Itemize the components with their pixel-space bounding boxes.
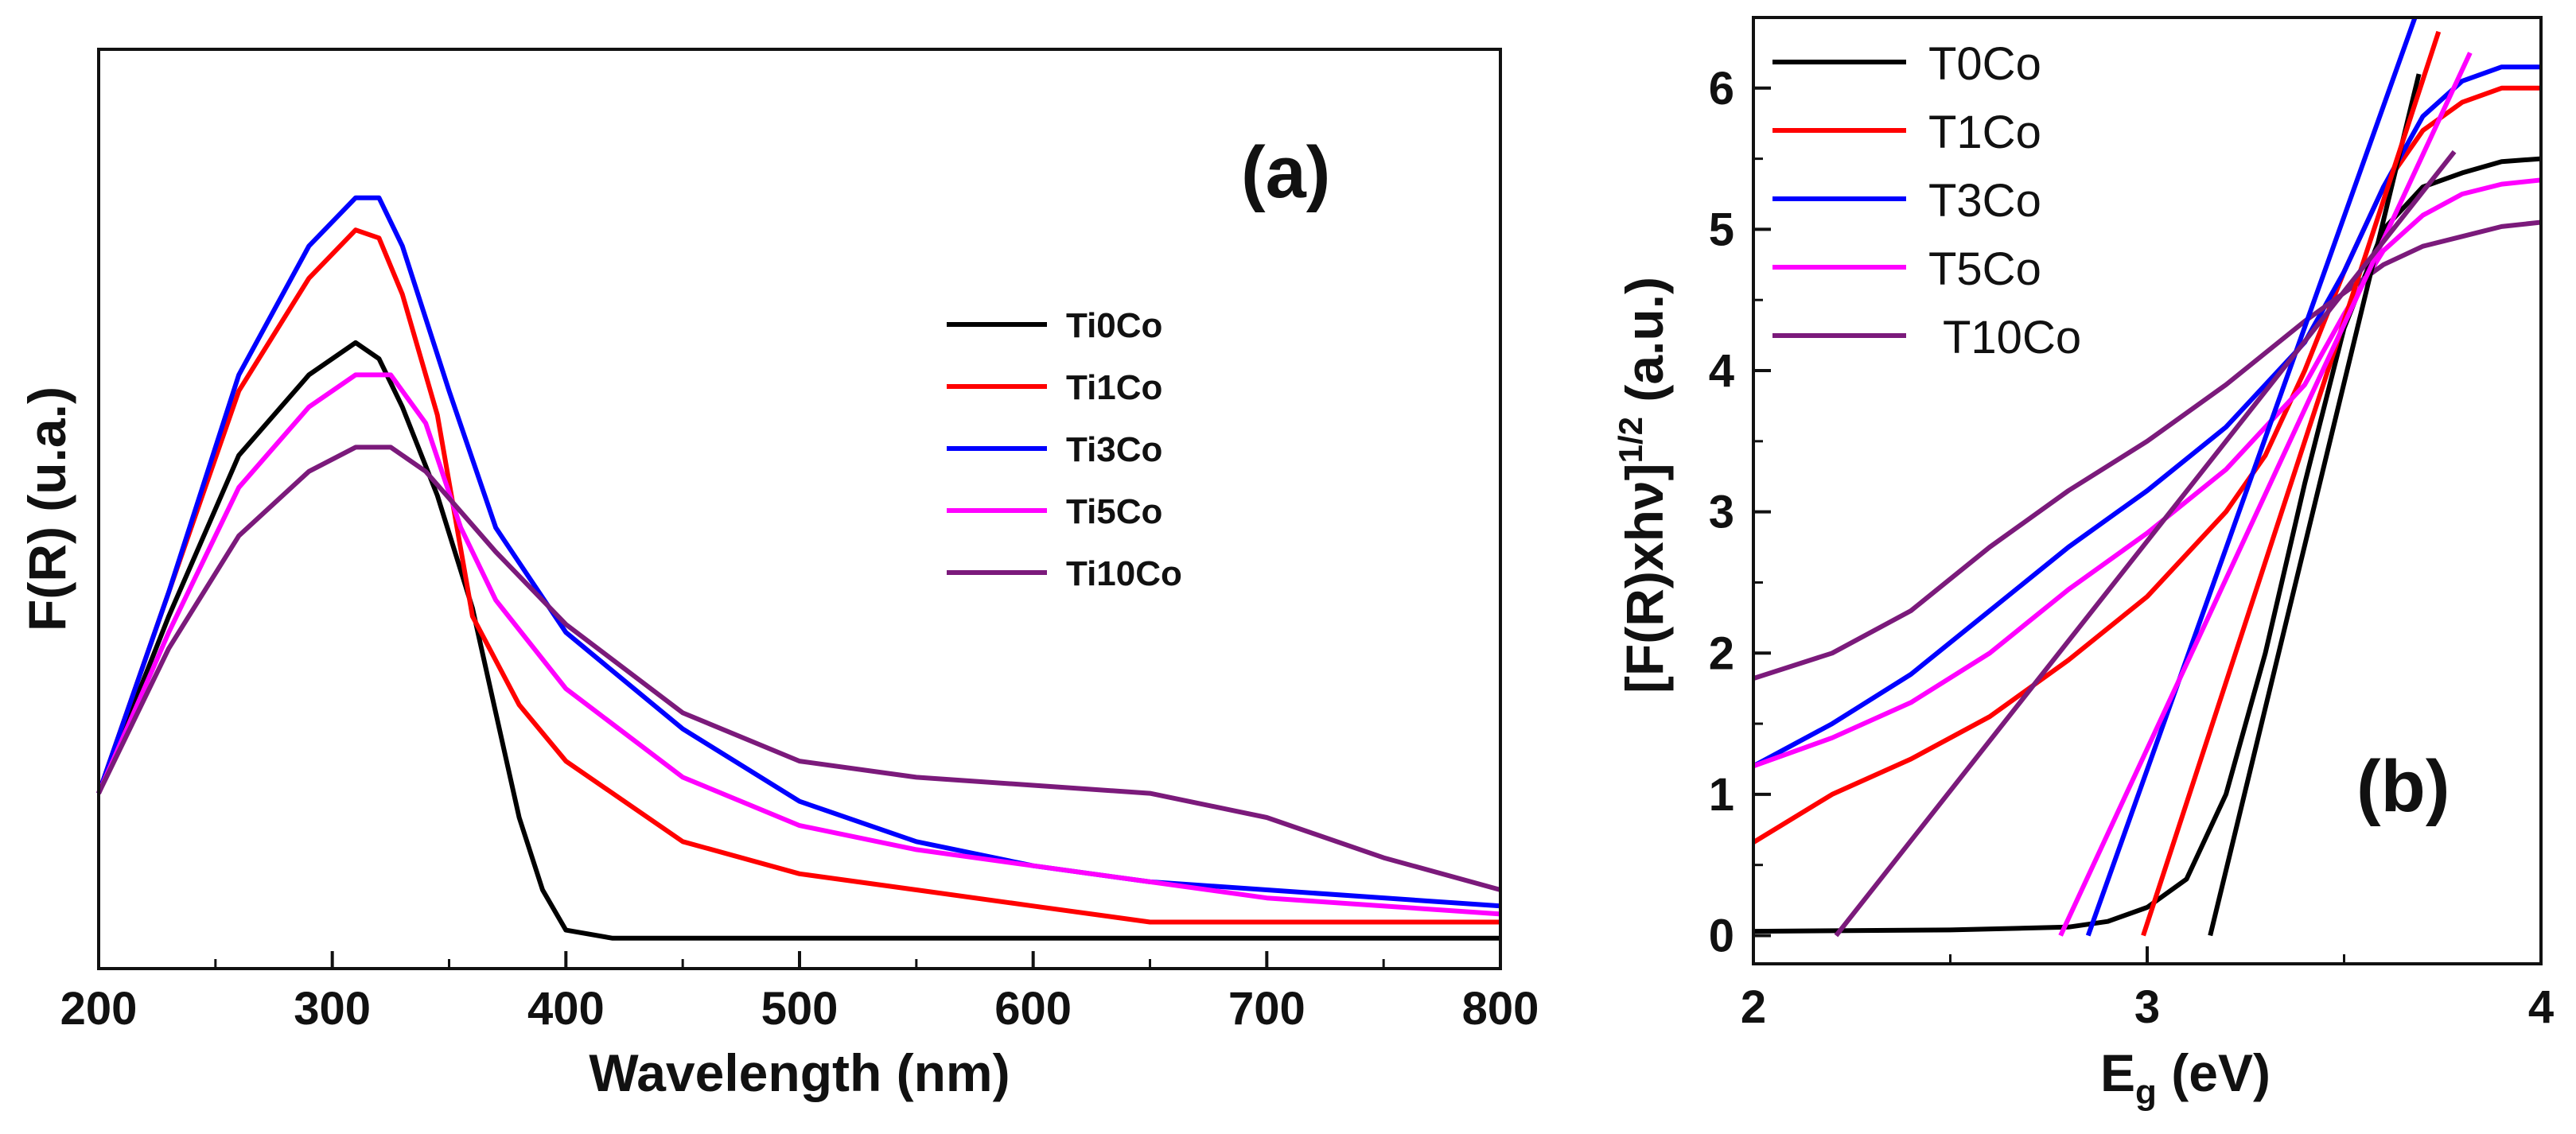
y-tick-label: 0 (1709, 910, 1734, 961)
legend-label-t3co: T3Co (1928, 175, 2041, 227)
fit-line-t5co-fit (2058, 52, 2473, 937)
legend-label-ti1co: Ti1Co (1066, 368, 1162, 407)
legend-label-ti3co: Ti3Co (1066, 430, 1162, 469)
x-label-main: E (2100, 1043, 2135, 1102)
y-label-main: [F(R)xhν] (1615, 463, 1674, 693)
x-label-subscript: g (2135, 1073, 2157, 1112)
x-tick-label: 700 (1228, 983, 1306, 1035)
legend-label-ti5co: Ti5Co (1066, 492, 1162, 531)
legend-label-t0co: T0Co (1928, 38, 2041, 90)
panel-a-label: (a) (1241, 132, 1330, 213)
x-tick-label: 500 (761, 983, 839, 1035)
panel-b-tauc-plot: 2 3 4 0 1 2 3 4 5 6 (b) T0Co T1Co T3Co T5Co T10Co Eg… (1612, 16, 2554, 1112)
series-ti1co (96, 227, 1500, 925)
panel-a-x-axis: 200 300 400 500 600 700 800 (60, 951, 1539, 1035)
legend-label-t1co: T1Co (1928, 107, 2041, 158)
series-t0co (1753, 156, 2541, 934)
fit-line-t0co-fit (2208, 73, 2422, 937)
fit-line-t3co-fit (2085, 17, 2418, 937)
series-t1co (1753, 85, 2541, 845)
y-label-superscript: 1/2 (1612, 417, 1649, 463)
x-tick-label: 400 (527, 983, 605, 1035)
series-ti10co (96, 445, 1501, 892)
series-ti3co (96, 195, 1501, 909)
panel-b-x-axis-label: Eg (eV) (2100, 1043, 2271, 1112)
x-tick-label: 600 (994, 983, 1072, 1035)
x-tick-label: 2 (1741, 981, 1766, 1033)
x-tick-label: 800 (1462, 983, 1539, 1035)
x-tick-label: 200 (60, 983, 138, 1035)
panel-a-legend: Ti0Co Ti1Co Ti3Co Ti5Co Ti10Co (947, 306, 1182, 593)
x-label-rest: (eV) (2157, 1043, 2271, 1102)
panel-b-y-axis-label: [F(R)xhν]1/2 (a.u.) (1612, 277, 1674, 693)
panel-b-legend: T0Co T1Co T3Co T5Co T10Co (1772, 38, 2081, 363)
series-t10co (1753, 219, 2541, 682)
legend-label-ti0co: Ti0Co (1066, 306, 1162, 345)
x-tick-label: 3 (2134, 981, 2160, 1033)
y-tick-label: 2 (1709, 627, 1734, 679)
panel-b-y-axis: 0 1 2 3 4 5 6 (1709, 63, 1771, 961)
y-tick-label: 6 (1709, 63, 1734, 115)
panel-a-y-axis-label: F(R) (u.a.) (18, 386, 76, 631)
series-t5co (1753, 177, 2541, 769)
series-ti5co (96, 372, 1501, 917)
panel-b-label: (b) (2356, 746, 2450, 827)
legend-label-ti10co: Ti10Co (1066, 554, 1182, 593)
y-label-rest: (a.u.) (1615, 277, 1674, 417)
y-tick-label: 1 (1709, 769, 1734, 821)
fit-line-t10co-fit (1834, 150, 2457, 938)
fit-line-t1co-fit (2141, 30, 2442, 937)
legend-label-t10co: T10Co (1943, 312, 2081, 363)
panel-a-x-axis-label: Wavelength (nm) (589, 1043, 1010, 1102)
legend-label-t5co: T5Co (1928, 243, 2041, 295)
x-tick-label: 300 (294, 983, 371, 1035)
series-ti0co (96, 340, 1500, 941)
panel-a-series-group (96, 195, 1501, 941)
series-t3co (1753, 64, 2541, 768)
panel-b-x-axis: 2 3 4 (1741, 946, 2554, 1033)
y-tick-label: 3 (1709, 487, 1734, 538)
x-tick-label: 4 (2528, 981, 2554, 1033)
y-tick-label: 5 (1709, 204, 1734, 255)
panel-a-absorbance-chart: 200 300 400 500 600 700 800 (a) Ti0Co Ti1Co Ti3C… (18, 48, 1539, 1102)
y-tick-label: 4 (1709, 345, 1734, 397)
panel-b-fit-lines-group (1834, 17, 2473, 938)
